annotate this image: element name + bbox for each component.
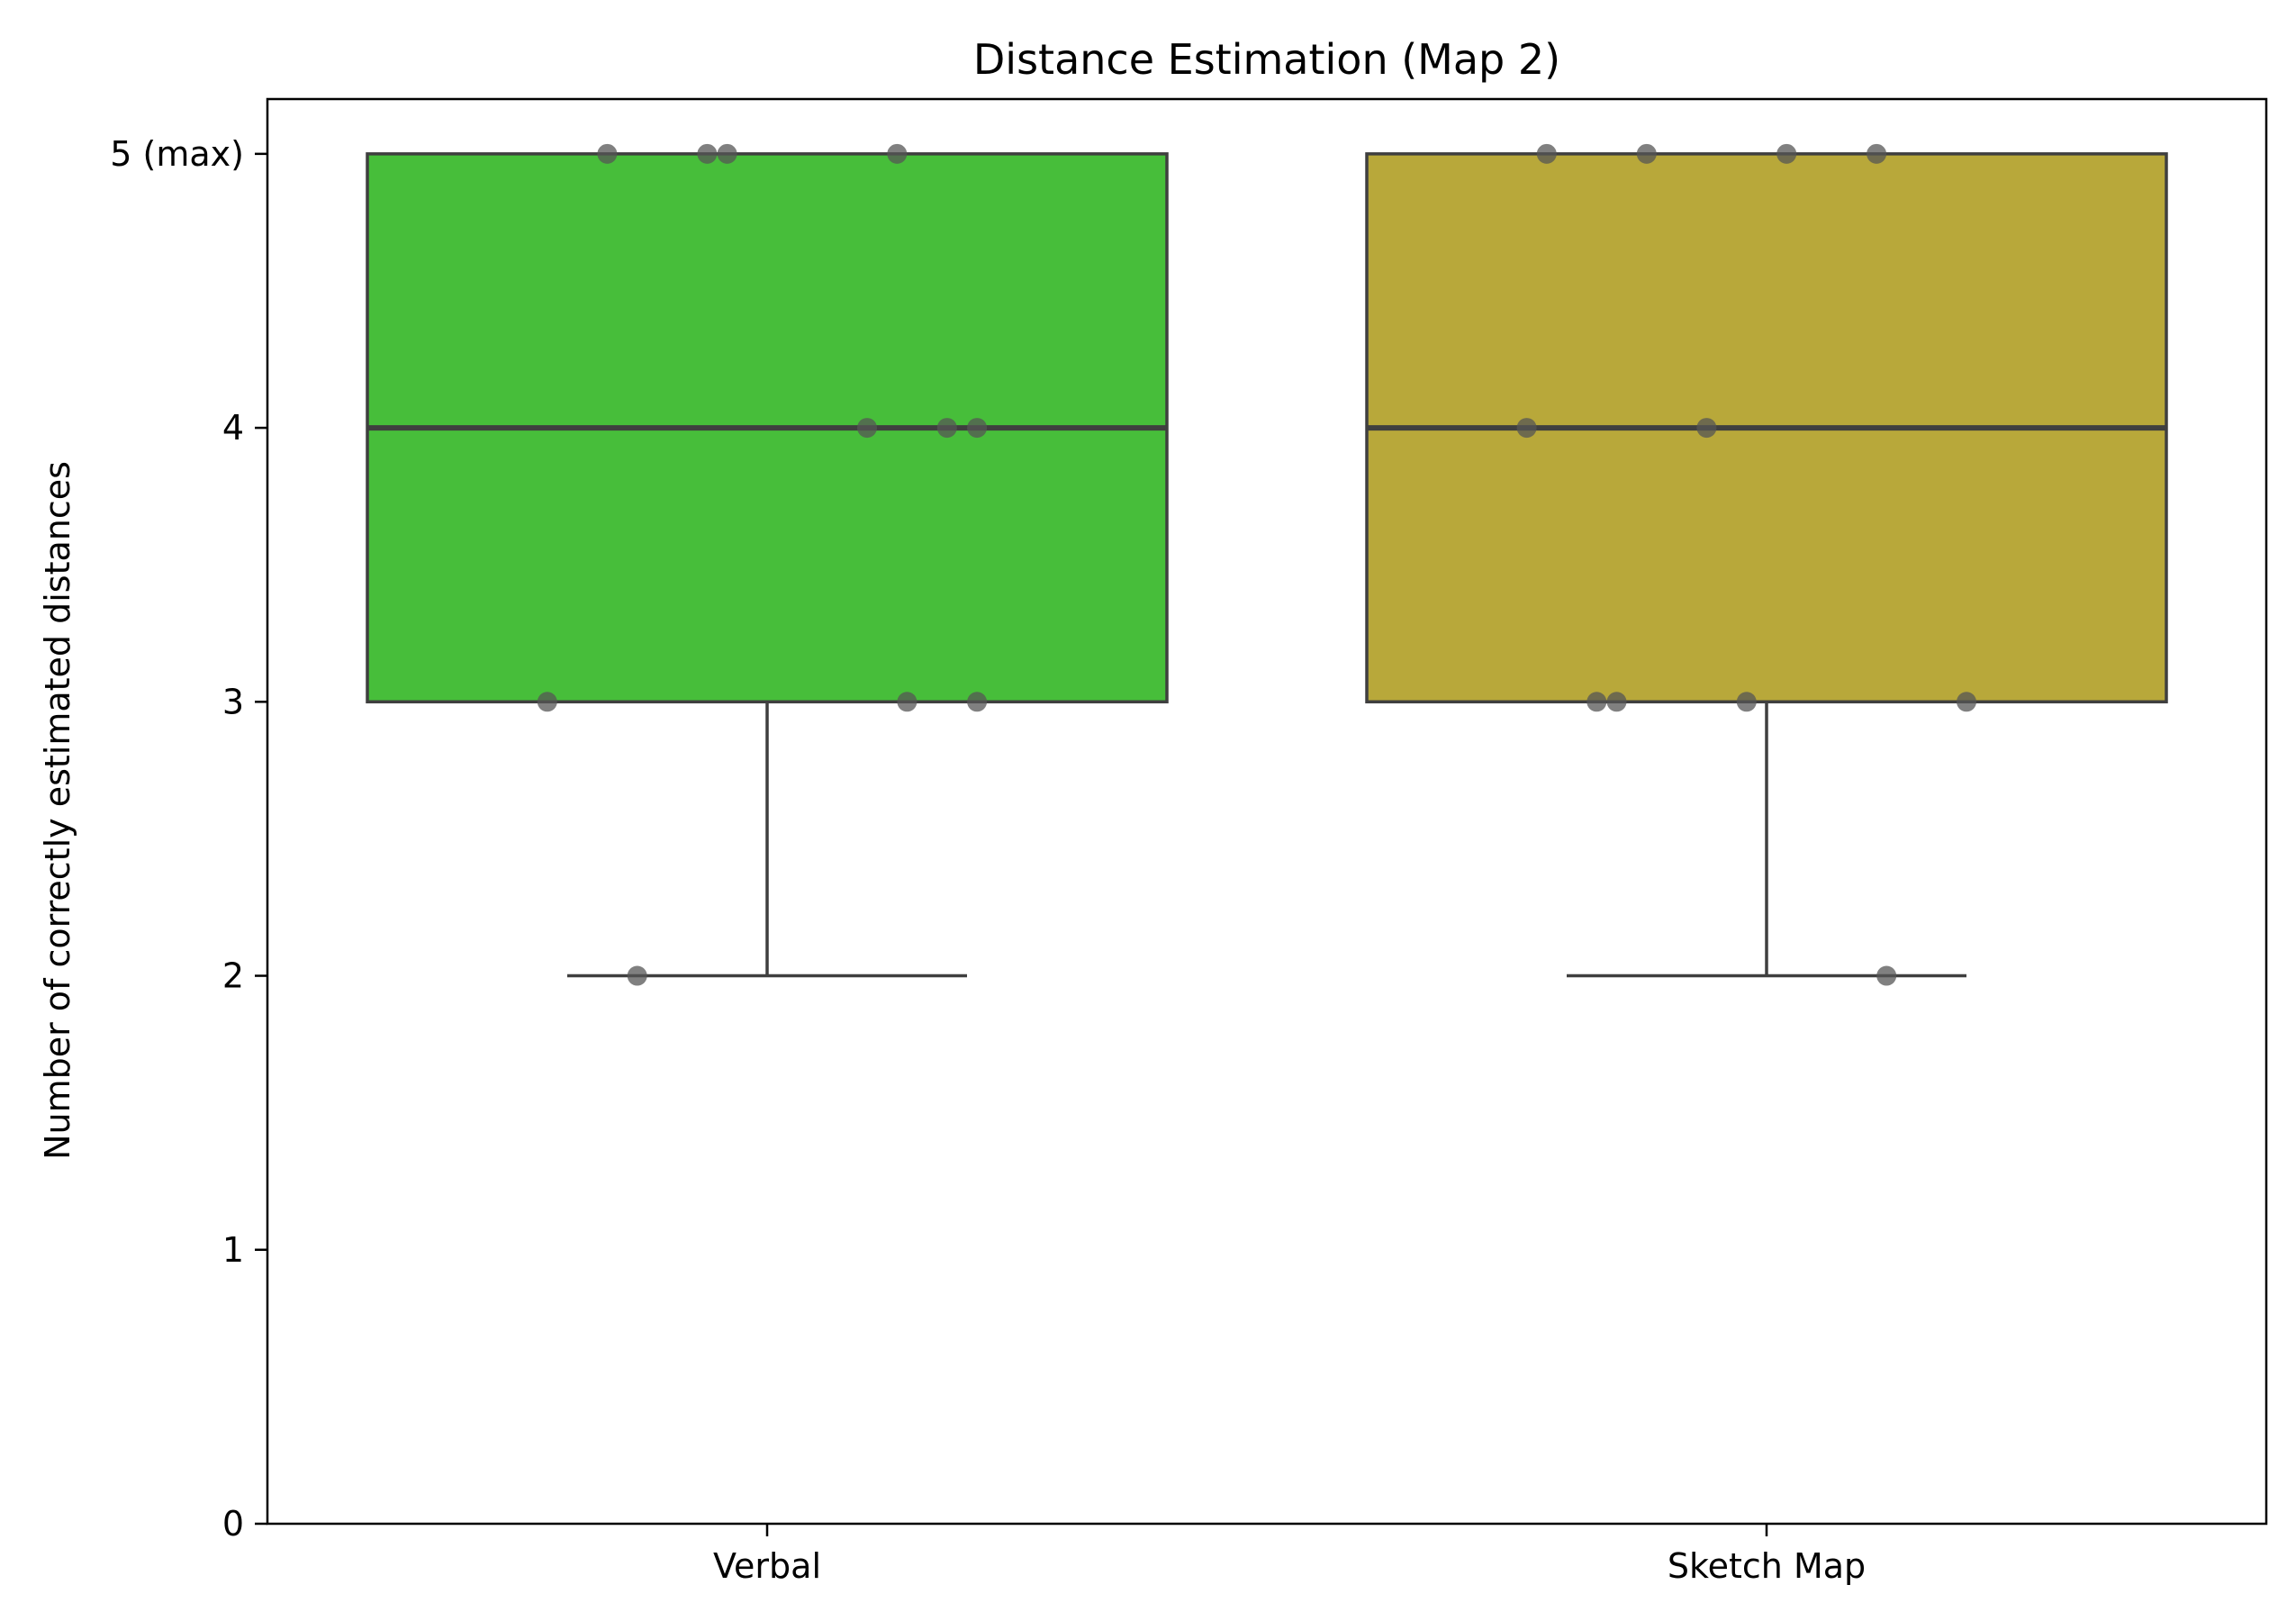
verbal-data-point bbox=[857, 418, 877, 439]
y-tick-label: 5 (max) bbox=[110, 134, 244, 174]
chart-title: Distance Estimation (Map 2) bbox=[973, 35, 1560, 84]
plot-area: 0 1 2 3 4 5 (max) Verbal Sketch Map bbox=[110, 97, 2268, 1586]
sketch-map-data-point bbox=[1736, 692, 1757, 712]
y-tick-label: 3 bbox=[222, 682, 244, 721]
verbal-data-point bbox=[697, 143, 718, 164]
y-tick-label: 2 bbox=[222, 956, 244, 996]
verbal-data-point bbox=[897, 692, 917, 712]
sketch-map-data-point bbox=[1586, 692, 1607, 712]
sketch-map-data-point bbox=[1696, 418, 1717, 439]
y-tick-label: 4 bbox=[222, 408, 244, 448]
sketch-map-data-point bbox=[1876, 965, 1897, 986]
y-axis-label: Number of correctly estimated distances bbox=[38, 461, 77, 1160]
verbal-data-point bbox=[887, 143, 908, 164]
verbal-data-point bbox=[597, 143, 618, 164]
x-tick-label: Sketch Map bbox=[1668, 1546, 1866, 1586]
y-tick-label: 1 bbox=[222, 1230, 244, 1270]
plot-frame bbox=[266, 97, 2268, 1526]
sketch-map-data-point bbox=[1776, 143, 1797, 164]
verbal-data-point bbox=[967, 692, 988, 712]
sketch-map-data-point bbox=[1606, 692, 1627, 712]
sketch-map-data-point bbox=[1867, 143, 1887, 164]
sketch-map-data-point bbox=[1516, 418, 1537, 439]
sketch-map-data-point bbox=[1536, 143, 1557, 164]
verbal-data-point bbox=[967, 418, 988, 439]
verbal-data-point bbox=[627, 965, 647, 986]
sketch-map-data-point bbox=[1957, 692, 1976, 712]
verbal-data-point bbox=[717, 143, 737, 164]
verbal-data-point bbox=[936, 418, 957, 439]
x-tick-label: Verbal bbox=[713, 1546, 821, 1586]
verbal-data-point bbox=[537, 692, 557, 712]
sketch-map-data-point bbox=[1636, 143, 1657, 164]
y-tick-label: 0 bbox=[222, 1504, 244, 1544]
